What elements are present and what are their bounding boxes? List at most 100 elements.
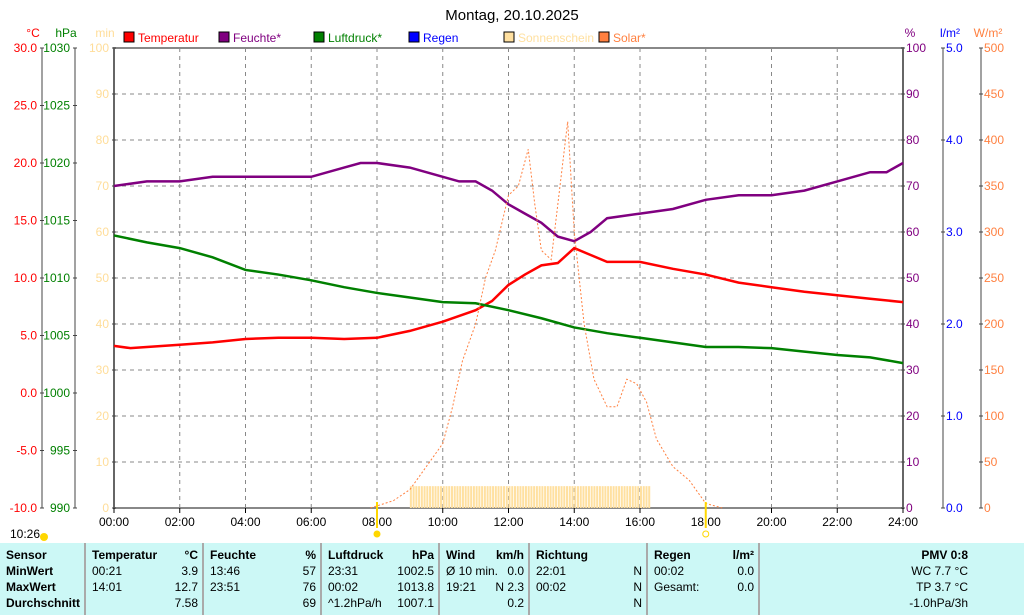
- stats-cell: 1002.5: [397, 564, 434, 578]
- solar-axis-unit: W/m²: [974, 26, 1003, 40]
- sunshine-bar: [609, 486, 612, 508]
- legend-label: Solar*: [613, 31, 646, 45]
- min-tick-label: 90: [96, 87, 110, 101]
- sunshine-bar: [648, 486, 651, 508]
- series-solar: [370, 121, 723, 509]
- legend-swatch: [313, 31, 325, 43]
- stats-cell: 23:31: [328, 564, 359, 578]
- stats-column: Feuchte% 13:46 57 23:51 76 69: [204, 543, 322, 615]
- sunshine-bar: [481, 486, 484, 508]
- sunshine-bar: [511, 486, 514, 508]
- sunshine-bar: [535, 486, 538, 508]
- sunshine-bar: [631, 486, 634, 508]
- min-tick-label: 80: [96, 133, 110, 147]
- sunshine-bar: [445, 486, 448, 508]
- hum-tick-label: 70: [906, 179, 920, 193]
- stats-cell: 1007.1: [397, 596, 434, 610]
- solar-tick-label: 0: [984, 501, 991, 515]
- stats-cell: 0.0: [737, 564, 754, 578]
- stats-cell: hPa: [411, 548, 434, 562]
- sunshine-bar: [426, 486, 429, 508]
- sunshine-bar: [489, 486, 492, 508]
- stats-cell: Gesamt:: [654, 580, 700, 594]
- sunshine-bar: [429, 486, 432, 508]
- stats-cell: 23:51: [210, 580, 241, 594]
- rain-tick-label: 2.0: [946, 317, 963, 331]
- stats-cell: Ø 10 min.: [446, 564, 499, 578]
- sunshine-bar: [604, 486, 607, 508]
- hum-tick-label: 50: [906, 271, 920, 285]
- rain-tick-label: 0.0: [946, 501, 963, 515]
- stats-cell: °C: [184, 548, 198, 562]
- solar-tick-label: 250: [984, 271, 1004, 285]
- temp-tick-label: 10.0: [14, 271, 38, 285]
- sunshine-bar: [568, 486, 571, 508]
- stats-cell: N: [633, 596, 642, 610]
- stats-cell: 19:21: [446, 580, 477, 594]
- current-time: 10:26: [10, 527, 40, 541]
- press-tick-label: 1015: [43, 214, 70, 228]
- x-tick-label: 06:00: [296, 515, 326, 529]
- legend-swatch: [503, 31, 515, 43]
- sunshine-bar: [519, 486, 522, 508]
- sunshine-bar: [503, 486, 506, 508]
- stats-cell: 13:46: [210, 564, 241, 578]
- hum-tick-label: 10: [906, 455, 920, 469]
- sunshine-bar: [615, 486, 618, 508]
- sunshine-bar: [464, 486, 467, 508]
- sunshine-bar: [555, 486, 558, 508]
- sun-icon: [373, 530, 381, 538]
- solar-tick-label: 50: [984, 455, 998, 469]
- stats-cell: 00:02: [654, 564, 685, 578]
- min-axis-unit: min: [95, 26, 114, 40]
- sunshine-bar: [607, 486, 610, 508]
- stats-cell: 00:21: [92, 564, 123, 578]
- stats-cell: N: [633, 580, 642, 594]
- rain-axis-unit: l/m²: [940, 26, 960, 40]
- stats-cell: MaxWert: [6, 580, 56, 594]
- sunshine-bar: [492, 486, 495, 508]
- stats-column: Wind km/h Ø 10 min. 0.0 19:21 N 2.3 0.2: [440, 543, 530, 615]
- temp-axis-unit: °C: [26, 26, 40, 40]
- temp-tick-label: -10.0: [10, 501, 38, 515]
- stats-table: Sensor MinWert MaxWert Durchschnitt Temperat…: [0, 543, 1024, 615]
- sunshine-bar: [497, 486, 500, 508]
- stats-cell: %: [305, 548, 316, 562]
- stats-cell: Luftdruck: [328, 548, 384, 562]
- sunshine-bar: [472, 486, 475, 508]
- stats-cell: 00:02: [328, 580, 359, 594]
- sunshine-bar: [450, 486, 453, 508]
- sunshine-bar: [549, 486, 552, 508]
- sunshine-bar: [409, 486, 412, 508]
- sunshine-bar: [566, 486, 569, 508]
- solar-tick-label: 450: [984, 87, 1004, 101]
- legend-label: Luftdruck*: [328, 31, 382, 45]
- x-tick-label: 20:00: [756, 515, 786, 529]
- solar-tick-label: 300: [984, 225, 1004, 239]
- stats-cell: l/m²: [732, 548, 754, 562]
- sunshine-bar: [456, 486, 459, 508]
- sunshine-bar: [475, 486, 478, 508]
- min-tick-label: 50: [96, 271, 110, 285]
- sunshine-bar: [530, 486, 533, 508]
- stats-cell: Regen: [654, 548, 691, 562]
- sunshine-bar: [552, 486, 555, 508]
- stats-cell: 0.0: [737, 580, 754, 594]
- sunshine-bar: [634, 486, 637, 508]
- sunshine-bar: [623, 486, 626, 508]
- hum-axis-unit: %: [905, 26, 916, 40]
- x-tick-label: 04:00: [230, 515, 260, 529]
- rain-tick-label: 3.0: [946, 225, 963, 239]
- sunshine-bar: [590, 486, 593, 508]
- sunshine-bar: [596, 486, 599, 508]
- stats-cell: 1013.8: [397, 580, 434, 594]
- sunshine-bar: [629, 486, 632, 508]
- min-tick-label: 10: [96, 455, 110, 469]
- rain-tick-label: 4.0: [946, 133, 963, 147]
- sunshine-bar: [587, 486, 590, 508]
- sunshine-bar: [642, 486, 645, 508]
- stats-column: Regen l/m² 00:02 0.0 Gesamt: 0.0: [648, 543, 760, 615]
- sunshine-bar: [612, 486, 615, 508]
- temp-tick-label: 20.0: [14, 156, 38, 170]
- legend-label: Regen: [423, 31, 458, 45]
